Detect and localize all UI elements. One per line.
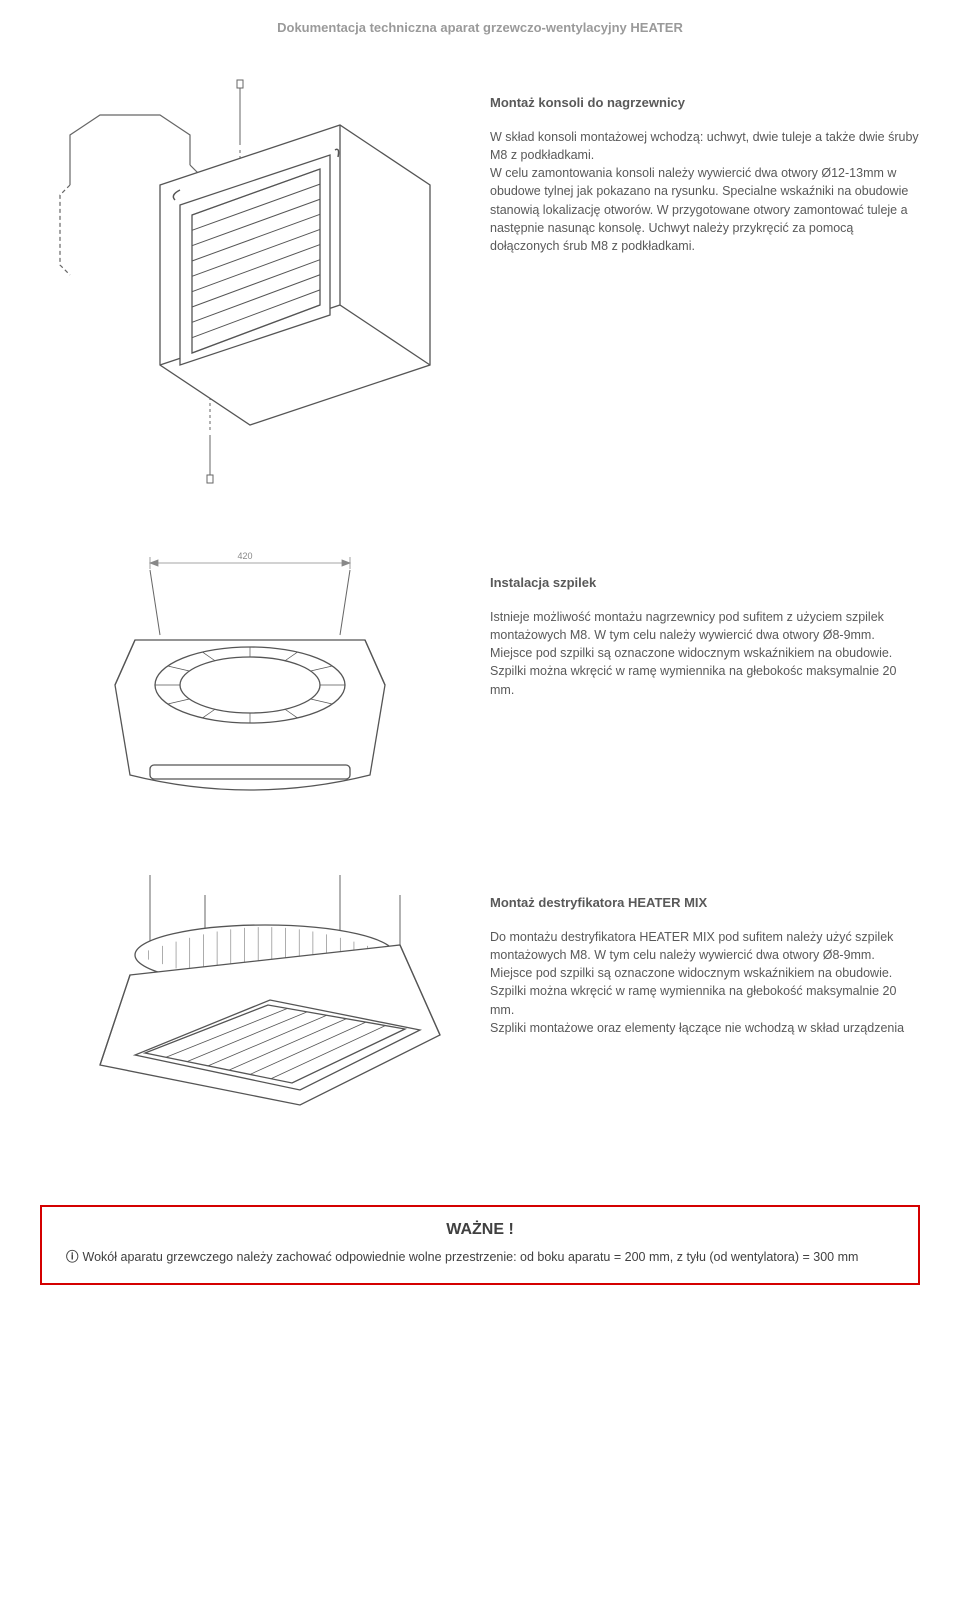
illustration-pins: 420 [40,545,470,805]
warning-text: Wokół aparatu grzewczego należy zachować… [83,1250,859,1264]
illustration-destratifier [40,865,470,1145]
section-body: W skład konsoli montażowej wchodzą: uchw… [490,128,920,255]
section-title: Montaż destryfikatora HEATER MIX [490,895,920,910]
section-body: Istnieje możliwość montażu nagrzewnicy p… [490,608,920,699]
warning-box: WAŻNE ! ⓘ Wokół aparatu grzewczego należy… [40,1205,920,1285]
info-icon: ⓘ [66,1249,79,1267]
section-destratifier: Montaż destryfikatora HEATER MIX Do mont… [40,865,920,1145]
section-body: Do montażu destryfikatora HEATER MIX pod… [490,928,920,1037]
warning-body: ⓘ Wokół aparatu grzewczego należy zachowa… [60,1249,900,1267]
section-title: Instalacja szpilek [490,575,920,590]
section-title: Montaż konsoli do nagrzewnicy [490,95,920,110]
svg-text:420: 420 [237,551,252,561]
section-console-mount: Montaż konsoli do nagrzewnicy W skład ko… [40,65,920,485]
section-pins: 420 Instalacja szpilek Istnieje [40,545,920,805]
document-header: Dokumentacja techniczna aparat grzewczo-… [40,20,920,35]
text-pins: Instalacja szpilek Istnieje możliwość mo… [490,545,920,699]
warning-title: WAŻNE ! [60,1221,900,1239]
text-console: Montaż konsoli do nagrzewnicy W skład ko… [490,65,920,255]
text-destratifier: Montaż destryfikatora HEATER MIX Do mont… [490,865,920,1037]
illustration-console [40,65,470,485]
